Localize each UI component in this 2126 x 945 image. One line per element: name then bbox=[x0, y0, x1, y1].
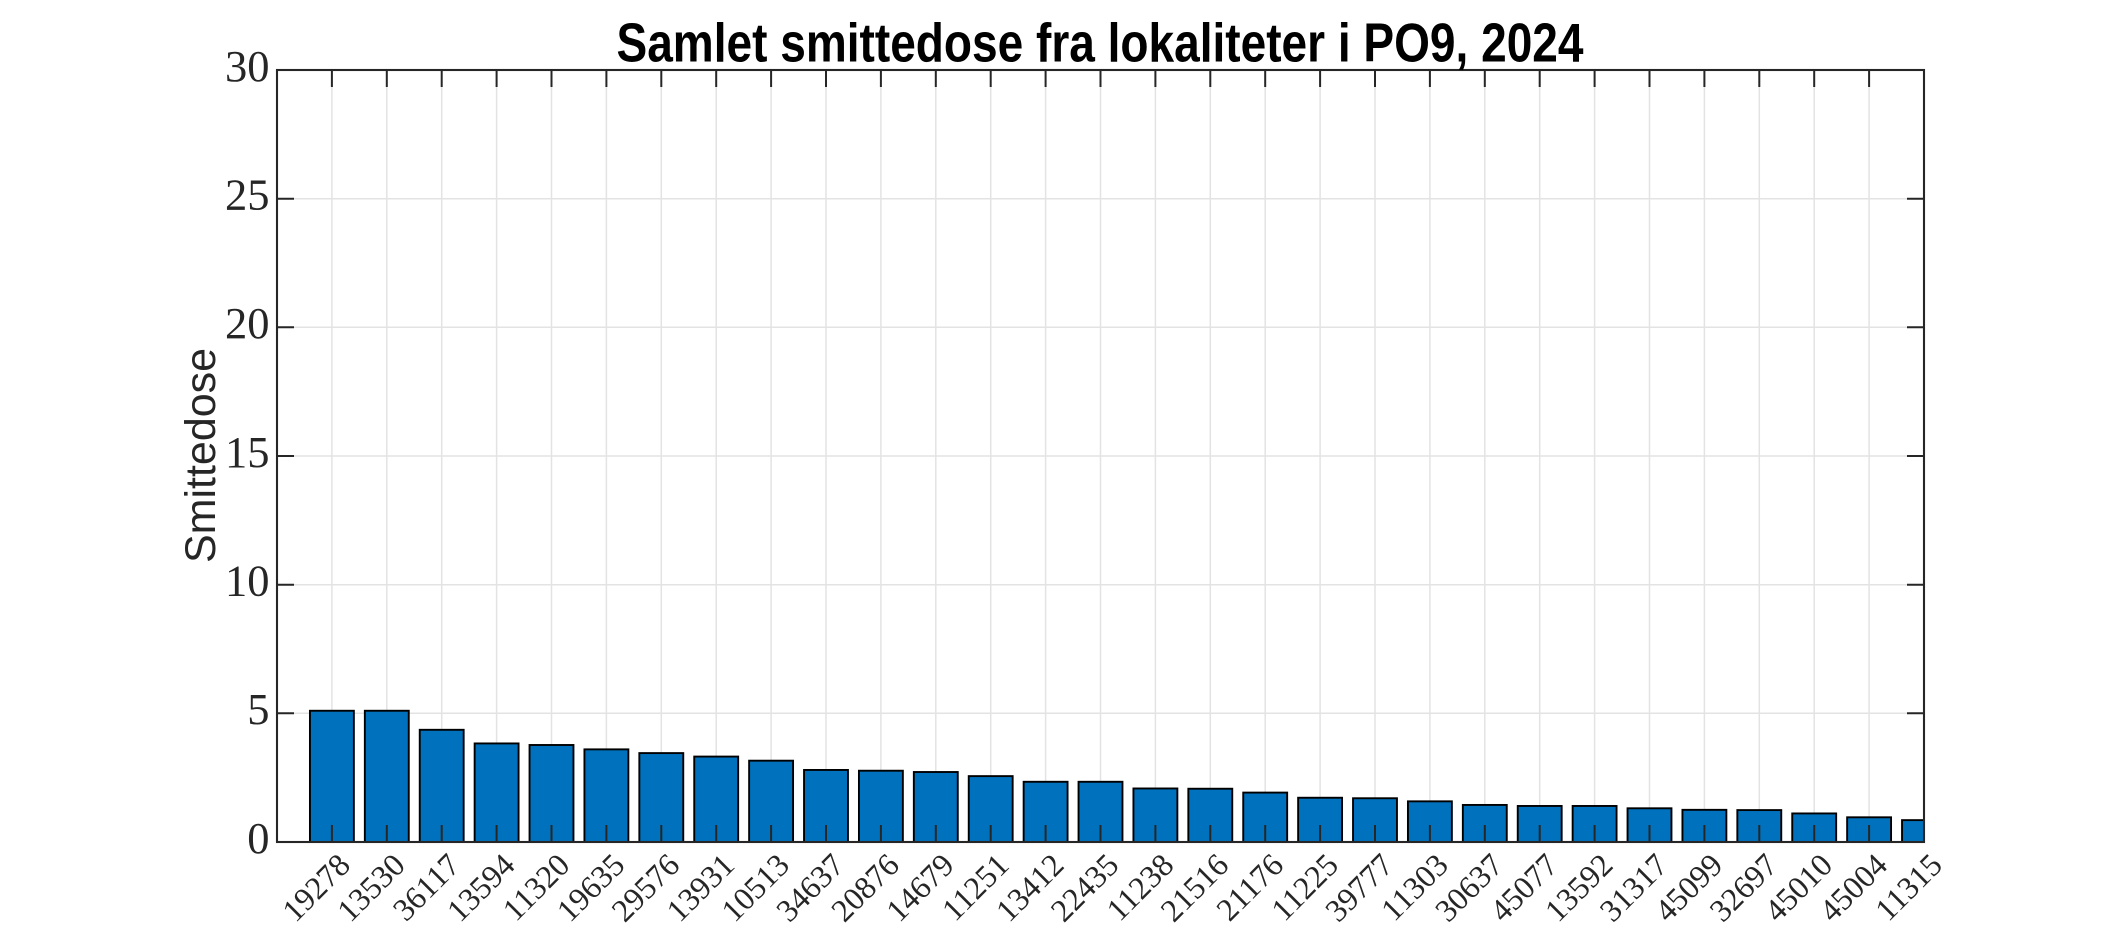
svg-text:0: 0 bbox=[247, 813, 269, 863]
svg-text:Smittedose: Smittedose bbox=[177, 348, 225, 563]
svg-text:25: 25 bbox=[225, 170, 270, 220]
svg-text:10: 10 bbox=[225, 556, 270, 606]
svg-text:20: 20 bbox=[225, 298, 270, 348]
svg-text:30: 30 bbox=[225, 41, 270, 91]
svg-text:5: 5 bbox=[247, 684, 269, 734]
svg-text:15: 15 bbox=[225, 427, 270, 477]
svg-text:Samlet smittedose fra lokalite: Samlet smittedose fra lokaliteter i PO9,… bbox=[617, 13, 1585, 74]
